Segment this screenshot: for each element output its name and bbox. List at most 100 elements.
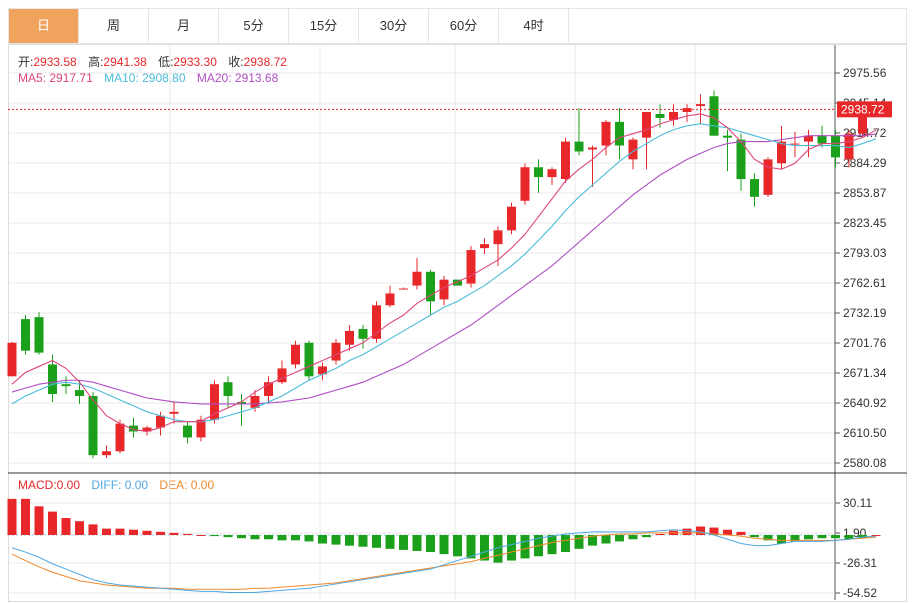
dea-value: 0.00: [190, 478, 215, 492]
candle-body: [804, 135, 813, 142]
candle-body: [34, 317, 44, 353]
candle-body: [372, 305, 381, 339]
candle-body: [588, 147, 597, 150]
macd-bar: [574, 535, 584, 549]
candle-body: [318, 366, 327, 375]
ma5-label: MA5:: [18, 71, 47, 85]
macd-bar: [61, 518, 71, 536]
tab-7[interactable]: 4时: [499, 9, 569, 43]
tab-0[interactable]: 日: [9, 9, 79, 43]
tab-1[interactable]: 周: [79, 9, 149, 43]
candle-body: [183, 425, 192, 438]
macd-bar: [493, 535, 503, 563]
macd-bar: [372, 535, 381, 548]
macd-bar: [169, 532, 179, 536]
y-tick-label: 2610.50: [843, 426, 887, 440]
candle-body: [628, 139, 638, 160]
y-tick-label: 2762.61: [843, 276, 887, 290]
candle-body: [696, 104, 705, 107]
dea-label: DEA:: [159, 478, 188, 492]
close-label: 收:: [228, 55, 244, 69]
tab-5[interactable]: 30分: [359, 9, 429, 43]
tab-3[interactable]: 5分: [219, 9, 289, 43]
candle-body: [466, 250, 476, 284]
macd-bar: [210, 535, 219, 537]
candle-body: [520, 167, 530, 201]
macd-bar: [412, 535, 422, 551]
ohlc-legend: 开:2933.58 高:2941.38 低:2933.30 收:2938.72: [18, 53, 295, 70]
macd-bar: [588, 535, 597, 546]
macd-bar: [183, 533, 192, 536]
macd-bar: [250, 535, 260, 540]
candle-body: [439, 279, 449, 300]
macd-bar: [682, 528, 692, 536]
candle-body: [223, 382, 233, 397]
macd-bar: [858, 535, 867, 539]
candle-body: [655, 113, 665, 118]
candle-body: [129, 425, 138, 432]
tab-2[interactable]: 月: [149, 9, 219, 43]
candle-body: [480, 244, 489, 249]
macd-label: MACD:: [18, 478, 57, 492]
candle-body: [304, 342, 314, 377]
y-tick-label: 2853.87: [843, 186, 887, 200]
candle-body: [385, 293, 395, 306]
candle-body: [777, 141, 786, 164]
candle-body: [790, 143, 800, 145]
macd-bar: [426, 535, 435, 553]
ma10-line: [11, 123, 877, 423]
macd-bar: [777, 535, 786, 544]
candle-body: [493, 230, 503, 245]
candle-body: [156, 415, 165, 428]
candle-body: [358, 328, 368, 339]
candle-body: [331, 342, 341, 361]
candle-body: [763, 159, 773, 195]
y-tick-label: 2793.03: [843, 246, 887, 260]
candle-body: [723, 135, 732, 138]
candle-body: [345, 330, 354, 345]
tab-6[interactable]: 60分: [429, 9, 499, 43]
open-label: 开:: [18, 55, 34, 69]
diff-value: 0.00: [124, 478, 149, 492]
open-value: 2933.58: [33, 55, 77, 69]
candle-body: [61, 384, 71, 387]
tab-4[interactable]: 15分: [289, 9, 359, 43]
candle-body: [277, 368, 287, 383]
candle-body: [642, 112, 651, 138]
macd-bar: [48, 511, 57, 536]
ma20-value: 2913.68: [234, 71, 279, 85]
ma-legend: MA5: 2917.71 MA10: 2908.80 MA20: 2913.68: [18, 71, 286, 85]
macd-bar: [156, 531, 165, 536]
macd-bar: [480, 535, 489, 561]
low-value: 2933.30: [173, 55, 217, 69]
macd-legend: MACD:0.00 DIFF: 0.00 DEA: 0.00: [18, 478, 222, 492]
candle-body: [682, 108, 692, 113]
macd-bar: [723, 529, 732, 536]
candle-body: [831, 135, 840, 158]
y-tick-label: 2884.29: [843, 156, 887, 170]
ma10-value: 2908.80: [142, 71, 186, 85]
candle-body: [142, 427, 152, 432]
macd-bar: [196, 535, 206, 537]
y-tick-label: 2640.92: [843, 396, 887, 410]
high-label: 高:: [88, 55, 104, 69]
candle-body: [412, 271, 422, 286]
macd-y-tick-label: 30.11: [843, 496, 872, 510]
macd-bar: [291, 535, 300, 541]
macd-bar: [277, 535, 287, 541]
macd-y-tick-label: -54.52: [843, 586, 877, 600]
macd-bar: [750, 535, 759, 538]
candle-body: [237, 401, 246, 404]
candle-body: [750, 179, 759, 197]
chart-frame: [8, 44, 907, 602]
macd-bar: [628, 535, 638, 540]
y-tick-label: 2671.34: [843, 366, 887, 380]
candle-body: [534, 167, 543, 178]
candle-body: [709, 96, 719, 136]
candle-body: [561, 141, 570, 180]
macd-bar: [561, 535, 570, 553]
candle-body: [7, 342, 17, 377]
candle-body: [507, 206, 516, 231]
macd-bar: [439, 535, 449, 555]
y-tick-label: 2732.19: [843, 306, 887, 320]
